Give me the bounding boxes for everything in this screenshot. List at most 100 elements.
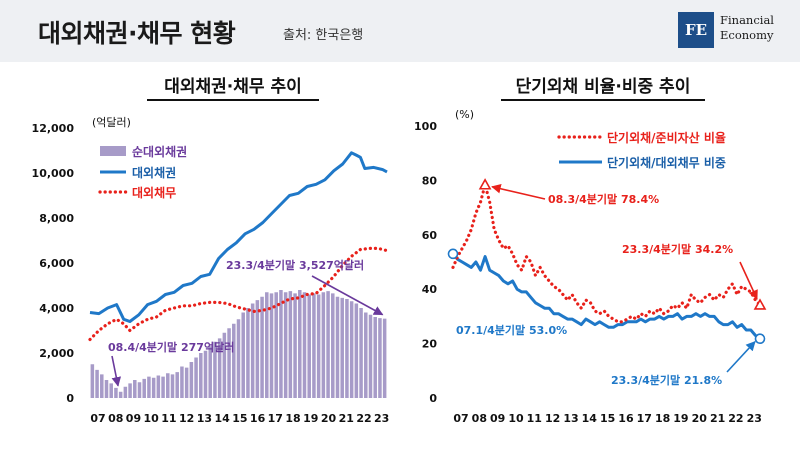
left-xtick-label: 22 bbox=[356, 412, 371, 425]
left-ytick-label: 0 bbox=[66, 392, 74, 405]
net-assets-bar bbox=[194, 357, 198, 398]
st-debt-share-line bbox=[451, 252, 761, 340]
annotation-arrow-latest-share bbox=[726, 340, 756, 373]
net-assets-bar bbox=[246, 308, 250, 398]
net-assets-bar bbox=[189, 362, 194, 398]
net-assets-bar bbox=[382, 318, 387, 398]
right-xtick-label: 16 bbox=[618, 412, 634, 425]
right-xtick-label: 08 bbox=[472, 412, 487, 425]
legend-swatch-net-assets bbox=[100, 146, 126, 156]
right-xtick-label: 07 bbox=[453, 412, 468, 425]
annotation-min-net-assets: 08.4/4분기말 277억달러 bbox=[108, 340, 234, 354]
left-xtick-label: 07 bbox=[90, 412, 105, 425]
net-assets-bar bbox=[283, 292, 288, 398]
net-assets-bar bbox=[316, 294, 321, 398]
net-assets-bar bbox=[147, 376, 151, 398]
right-xtick-label: 17 bbox=[637, 412, 652, 425]
source-note: 출처: 한국은행 bbox=[283, 28, 364, 43]
net-assets-bar bbox=[307, 294, 311, 398]
net-assets-bar bbox=[340, 297, 344, 398]
left-xtick-label: 17 bbox=[268, 412, 283, 425]
net-assets-bar bbox=[208, 346, 212, 398]
annotation-latest-share: 23.3/4분기말 21.8% bbox=[611, 373, 722, 387]
net-assets-bar bbox=[175, 372, 179, 398]
right-ytick-label: 0 bbox=[429, 392, 437, 405]
net-assets-bar bbox=[227, 328, 231, 398]
net-assets-bar bbox=[90, 364, 95, 398]
right-xtick-label: 11 bbox=[527, 412, 542, 425]
net-assets-bar bbox=[217, 338, 222, 398]
left-xtick-label: 20 bbox=[321, 412, 337, 425]
net-assets-bar bbox=[331, 293, 335, 398]
net-assets-bar bbox=[161, 376, 165, 398]
net-assets-bar bbox=[293, 293, 297, 398]
left-ytick-label: 10,000 bbox=[32, 167, 75, 180]
net-assets-bar bbox=[236, 319, 241, 398]
header-bar bbox=[0, 0, 800, 62]
left-chart-title: 대외채권·채무 추이 bbox=[147, 72, 319, 101]
left-xtick-label: 15 bbox=[232, 412, 247, 425]
net-assets-bar bbox=[142, 378, 146, 398]
net-assets-bar bbox=[199, 353, 203, 398]
net-assets-bar bbox=[265, 292, 269, 398]
right-ytick-label: 60 bbox=[422, 229, 438, 242]
right-xtick-label: 18 bbox=[655, 412, 670, 425]
left-ytick-label: 2,000 bbox=[39, 347, 74, 360]
net-assets-bar bbox=[378, 318, 382, 398]
left-xtick-label: 16 bbox=[250, 412, 266, 425]
net-assets-bar bbox=[166, 373, 170, 398]
legend-label-debt: 대외채무 bbox=[132, 185, 176, 200]
left-ytick-label: 8,000 bbox=[39, 212, 74, 225]
left-xtick-label: 08 bbox=[108, 412, 123, 425]
right-xtick-label: 12 bbox=[545, 412, 560, 425]
page-title: 대외채권·채무 현황 bbox=[38, 19, 236, 48]
annotation-arrow-latest-ratio bbox=[739, 261, 758, 300]
left-xtick-label: 21 bbox=[339, 412, 354, 425]
net-assets-bar bbox=[255, 300, 260, 398]
left-xtick-label: 11 bbox=[161, 412, 176, 425]
annotation-arrow-latest bbox=[311, 275, 384, 316]
left-xtick-label: 14 bbox=[214, 412, 230, 425]
net-assets-bar bbox=[250, 303, 255, 398]
net-assets-bar bbox=[118, 391, 123, 398]
net-assets-bar bbox=[274, 292, 278, 398]
net-assets-bar bbox=[184, 367, 189, 398]
net-assets-bar bbox=[100, 374, 104, 398]
net-assets-bar bbox=[95, 369, 99, 398]
logo-mark: FE bbox=[678, 12, 714, 48]
right-xtick-label: 14 bbox=[582, 412, 598, 425]
net-assets-bar bbox=[180, 366, 184, 398]
annotation-arrow-peak-ratio bbox=[491, 184, 546, 200]
annotation-latest-ratio: 23.3/4분기말 34.2% bbox=[622, 242, 733, 256]
net-assets-bar bbox=[321, 292, 326, 398]
left-ytick-label: 4,000 bbox=[39, 302, 74, 315]
right-xtick-label: 21 bbox=[710, 412, 725, 425]
net-assets-bar bbox=[156, 375, 161, 398]
left-xtick-label: 19 bbox=[303, 412, 318, 425]
net-assets-bar bbox=[203, 350, 208, 398]
legend-label-net-assets: 순대외채권 bbox=[132, 144, 187, 159]
right-xtick-label: 23 bbox=[747, 412, 762, 425]
annotation-peak-ratio: 08.3/4분기말 78.4% bbox=[548, 192, 659, 206]
net-assets-bar bbox=[241, 312, 245, 398]
net-assets-bar bbox=[345, 299, 349, 398]
net-assets-bar bbox=[359, 308, 363, 398]
left-unit-label: (억달러) bbox=[92, 116, 131, 129]
left-ytick-label: 6,000 bbox=[39, 257, 74, 270]
left-ytick-label: 12,000 bbox=[32, 122, 75, 135]
net-assets-bar bbox=[109, 383, 113, 398]
right-ytick-label: 100 bbox=[414, 120, 437, 133]
right-unit-label: (%) bbox=[455, 108, 474, 121]
marker-start-share bbox=[447, 248, 459, 260]
annotation-arrow-min bbox=[111, 355, 122, 387]
marker-end-ratio bbox=[753, 298, 767, 310]
right-xtick-label: 13 bbox=[563, 412, 578, 425]
logo-line-financial: Financial bbox=[720, 13, 774, 27]
left-xtick-label: 12 bbox=[179, 412, 194, 425]
net-assets-bar bbox=[373, 317, 377, 398]
net-assets-bar bbox=[269, 293, 274, 398]
legend-label-assets: 대외채권 bbox=[132, 165, 176, 180]
right-xtick-label: 15 bbox=[600, 412, 615, 425]
net-assets-bar bbox=[312, 293, 316, 398]
